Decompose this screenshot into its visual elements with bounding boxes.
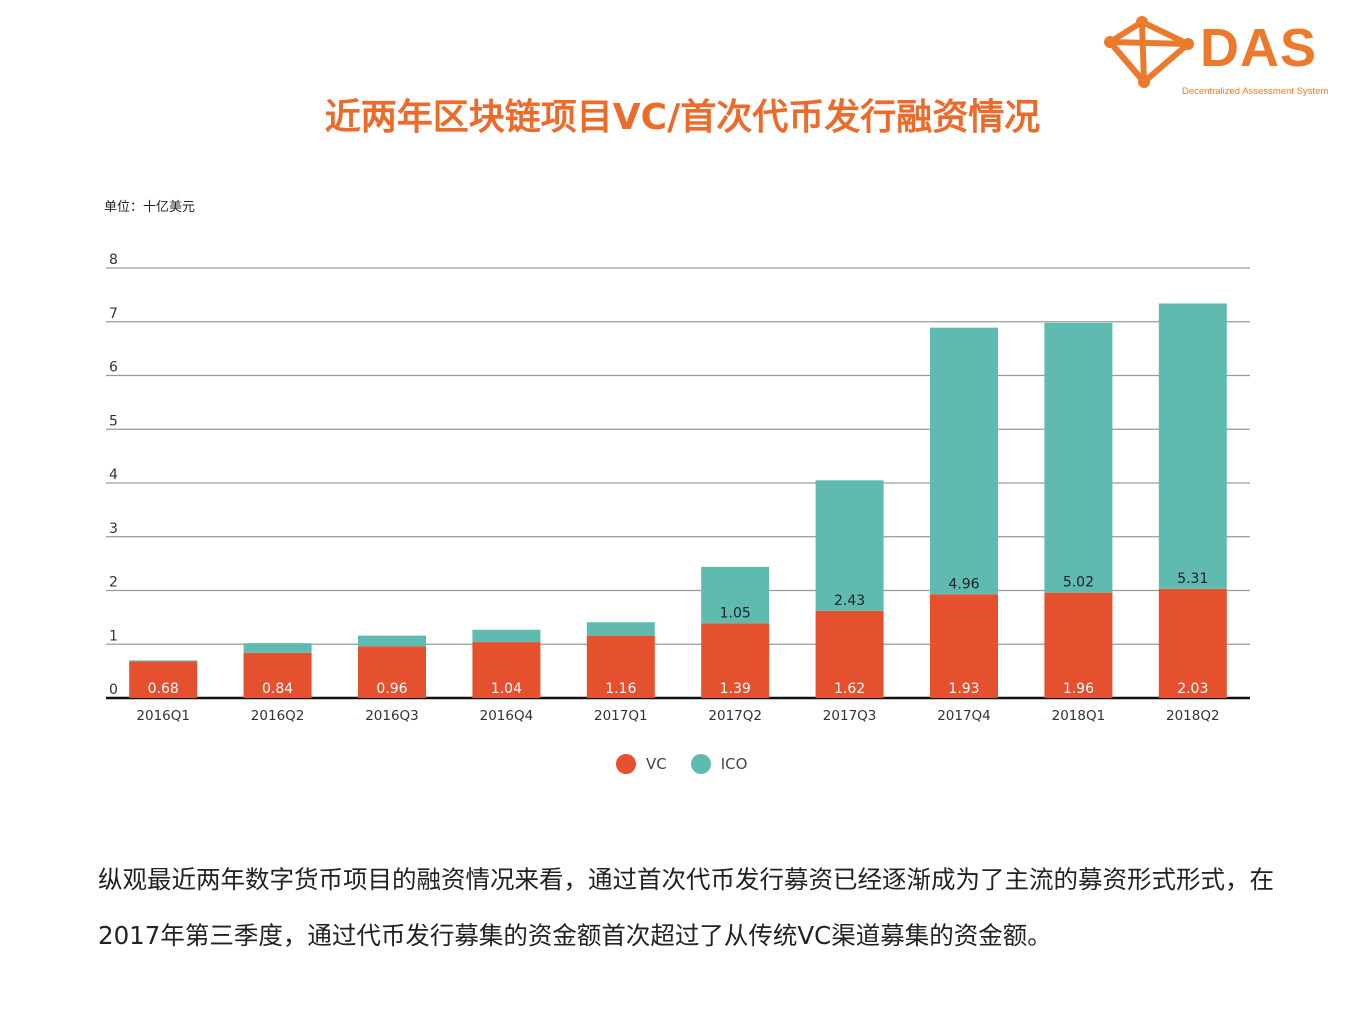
data-label-vc: 1.96 <box>1063 681 1094 697</box>
bar-vc <box>129 661 198 698</box>
x-tick-label: 2016Q3 <box>365 708 419 724</box>
page-title: 近两年区块链项目VC/首次代币发行融资情况 <box>324 97 1041 138</box>
unit-label: 单位：十亿美元 <box>104 200 196 215</box>
das-logo: DAS Decentralized Assessment System <box>1100 14 1350 104</box>
data-label-vc: 2.03 <box>1177 681 1208 697</box>
data-label-vc: 0.68 <box>148 681 179 697</box>
x-tick-label: 2017Q3 <box>823 708 877 724</box>
y-tick-label: 2 <box>109 575 118 591</box>
bar-vc <box>1044 592 1113 698</box>
x-tick-label: 2017Q2 <box>708 708 762 724</box>
y-tick-label: 4 <box>109 467 118 483</box>
legend-swatch-vc <box>616 754 636 774</box>
bar-ico <box>472 629 541 643</box>
legend-swatch-ico <box>690 754 711 774</box>
x-tick-label: 2018Q2 <box>1166 708 1220 724</box>
bar-vc <box>1158 588 1227 698</box>
x-tick-label: 2016Q4 <box>480 708 534 724</box>
stacked-bar-chart: 0 1 2 3 4 5 6 7 8 0.68 2016Q1 0.84 2016Q2 0.96 2016Q3 1… <box>106 252 1250 724</box>
data-label-ico: 1.05 <box>720 605 751 621</box>
logo-text: DAS <box>1200 18 1318 78</box>
bar-ico <box>815 480 884 611</box>
legend-item-vc: VC <box>616 754 667 774</box>
data-label-ico: 5.31 <box>1177 571 1208 587</box>
bar-vc <box>815 610 884 698</box>
data-label-ico: 4.96 <box>948 576 979 592</box>
x-tick-label: 2018Q1 <box>1052 708 1106 724</box>
data-label-vc: 1.16 <box>605 681 636 697</box>
bar-vc <box>701 623 770 698</box>
y-tick-label: 6 <box>109 360 118 376</box>
legend-label-ico: ICO <box>720 755 748 773</box>
network-logo-icon <box>1104 16 1194 88</box>
y-tick-label: 8 <box>109 252 118 268</box>
data-label-vc: 1.62 <box>834 681 865 697</box>
logo-tagline: Decentralized Assessment System <box>1182 86 1329 97</box>
y-tick-label: 3 <box>109 521 118 537</box>
bar-ico <box>1044 322 1113 593</box>
bar-vc <box>586 635 655 698</box>
bar-ico <box>586 622 655 636</box>
legend-item-ico: ICO <box>690 754 748 774</box>
y-tick-label: 1 <box>109 628 118 644</box>
bar-vc <box>472 642 541 698</box>
y-tick-label: 5 <box>109 413 118 429</box>
bar-ico <box>930 327 998 595</box>
bar-ico <box>701 566 770 624</box>
bar-vc <box>243 652 312 698</box>
x-tick-label: 2017Q1 <box>594 708 648 724</box>
x-tick-label: 2017Q4 <box>937 708 991 724</box>
x-tick-label: 2016Q1 <box>136 708 190 724</box>
data-label-vc: 1.39 <box>720 681 751 697</box>
body-paragraph: 纵观最近两年数字货币项目的融资情况来看，通过首次代币发行募资已经逐渐成为了主流的… <box>98 865 1274 950</box>
data-label-ico: 2.43 <box>834 593 865 609</box>
data-label-vc: 1.04 <box>491 681 522 697</box>
bar-ico <box>243 643 312 653</box>
data-label-vc: 1.93 <box>948 681 979 697</box>
x-tick-label: 2016Q2 <box>251 708 305 724</box>
bar-vc <box>358 646 426 698</box>
data-label-vc: 0.84 <box>262 681 293 697</box>
chart-legend: VC ICO <box>616 752 761 776</box>
y-tick-label: 0 <box>109 682 118 698</box>
bar-ico <box>358 635 426 647</box>
bar-vc <box>930 594 998 698</box>
data-label-ico: 5.02 <box>1063 575 1094 591</box>
bar-ico <box>1158 303 1227 589</box>
data-label-vc: 0.96 <box>376 681 407 697</box>
legend-label-vc: VC <box>646 755 667 773</box>
y-tick-label: 7 <box>109 306 118 322</box>
bar-ico <box>129 660 198 662</box>
